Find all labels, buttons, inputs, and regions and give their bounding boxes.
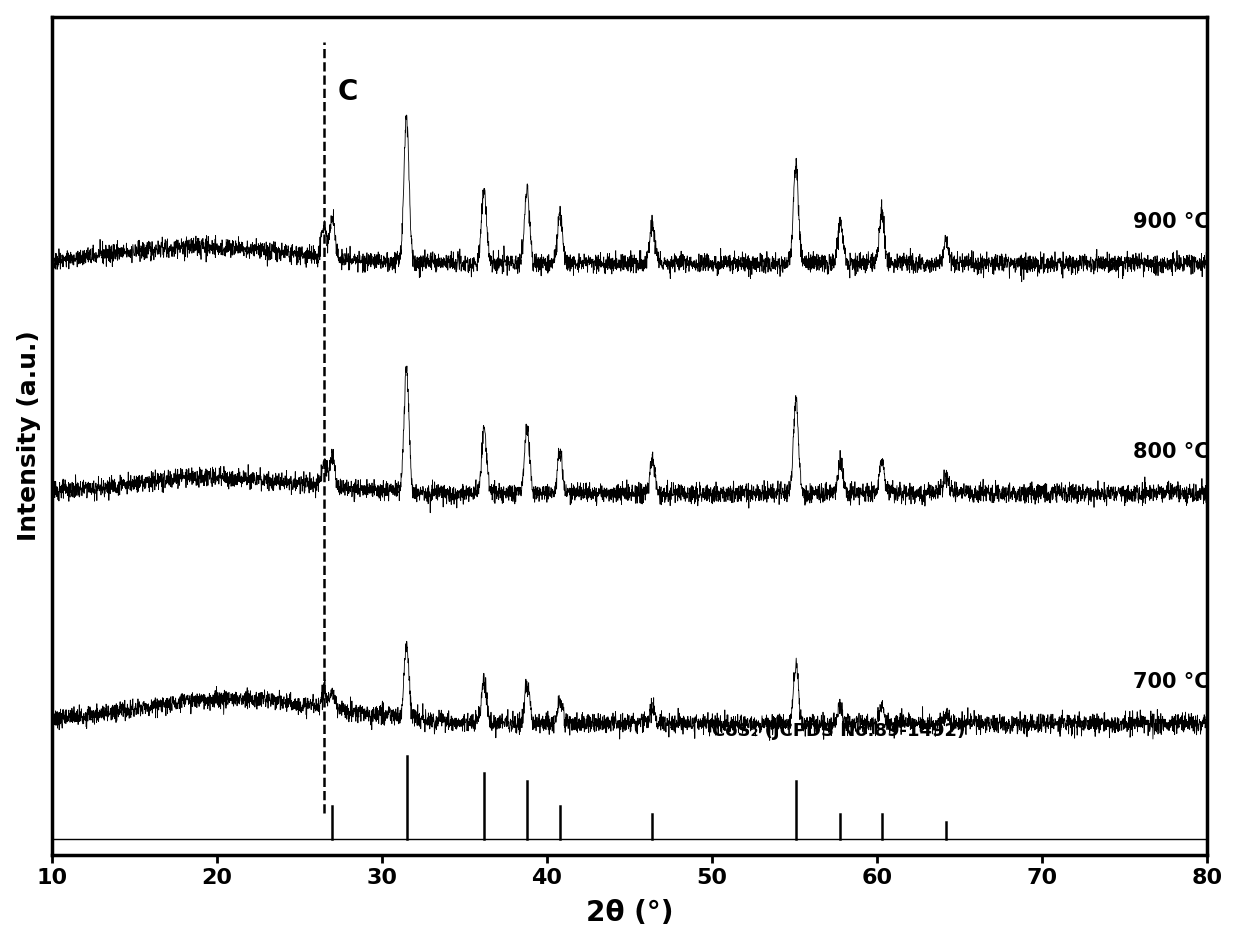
Text: C: C <box>337 78 358 107</box>
Text: CoS₂ (JCPDS No.89-1492): CoS₂ (JCPDS No.89-1492) <box>711 722 965 740</box>
Text: 700 °C: 700 °C <box>1132 672 1209 693</box>
Text: 900 °C: 900 °C <box>1132 212 1209 232</box>
X-axis label: 2θ (°): 2θ (°) <box>586 900 673 927</box>
Text: 800 °C: 800 °C <box>1132 443 1209 463</box>
Y-axis label: Intensity (a.u.): Intensity (a.u.) <box>16 330 41 541</box>
